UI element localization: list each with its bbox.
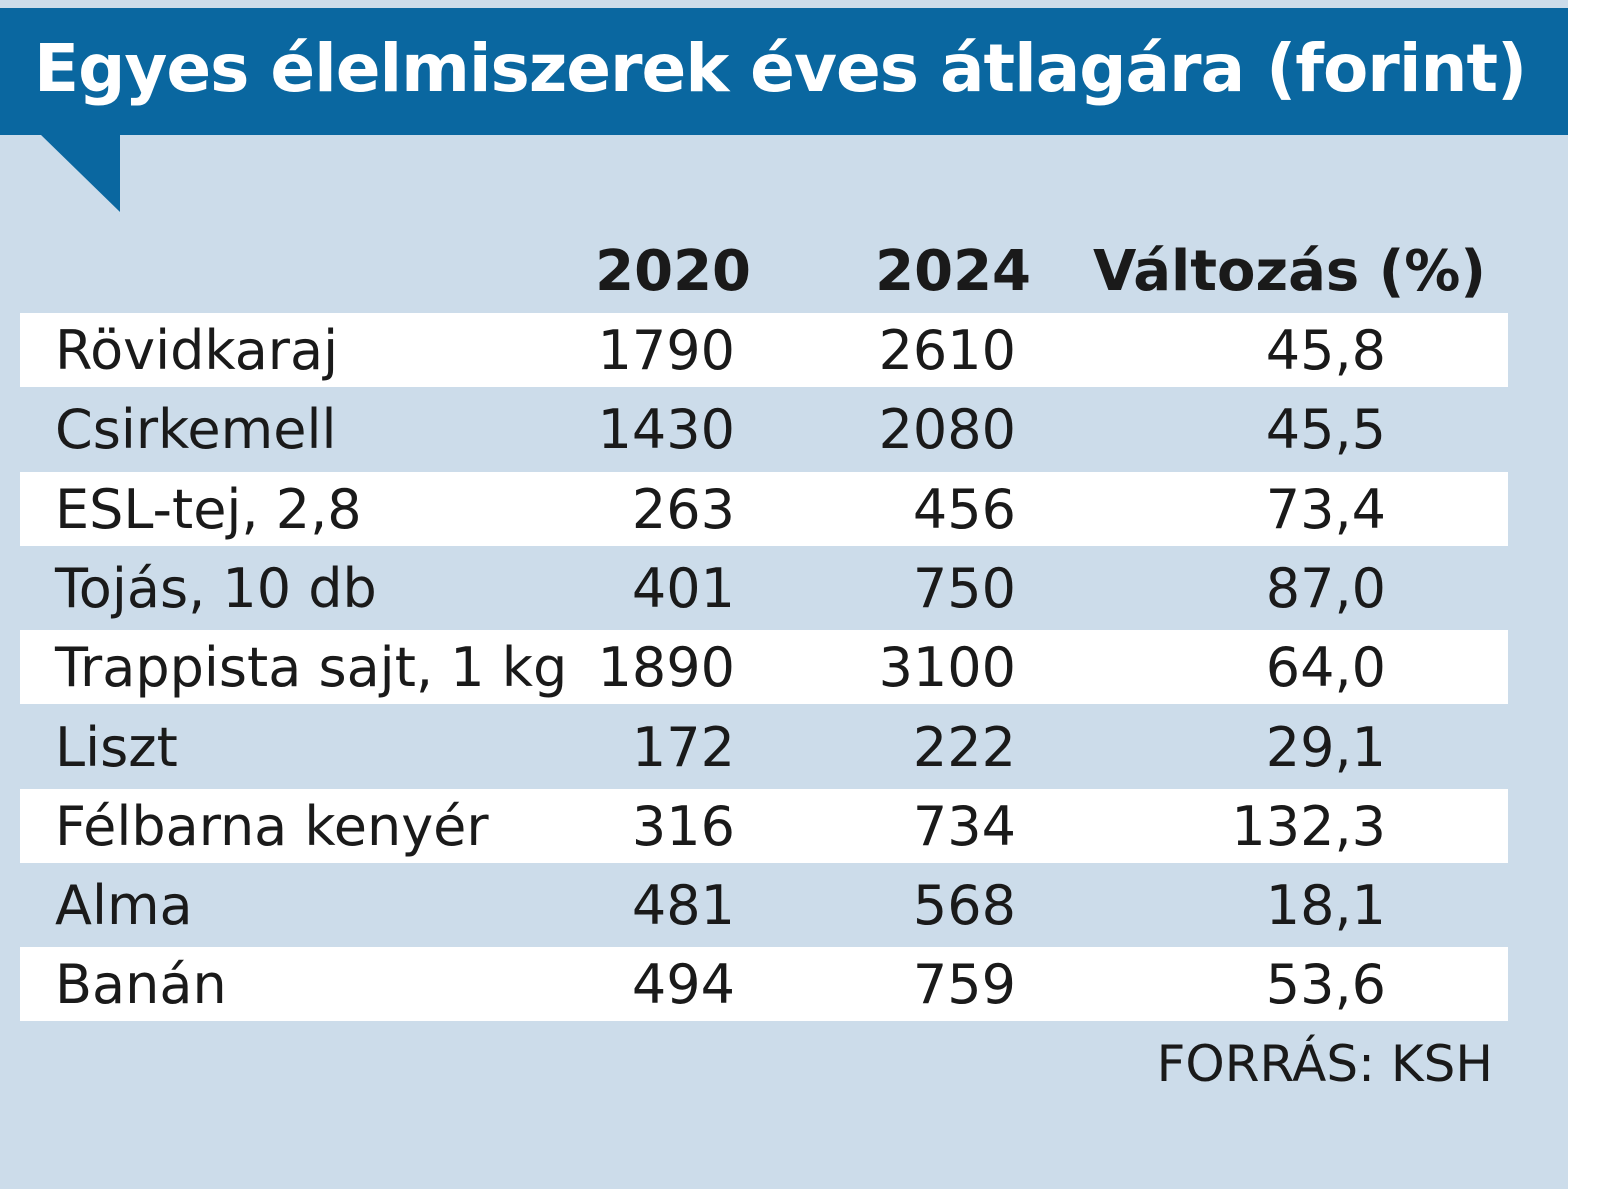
cell-value: 53,6 (1265, 953, 1386, 1017)
title-tail (40, 134, 120, 212)
cell-value: 750 (912, 556, 1016, 620)
cell-value: 87,0 (1265, 556, 1386, 620)
row-band (20, 313, 1508, 387)
row-label: ESL-tej, 2,8 (55, 477, 362, 541)
cell-value: 2610 (878, 319, 1016, 382)
cell-value: 759 (912, 953, 1016, 1017)
row-label: Trappista sajt, 1 kg (55, 636, 568, 700)
row-label: Csirkemell (55, 398, 337, 462)
cell-value: 172 (631, 715, 735, 779)
cell-value: 263 (631, 477, 735, 541)
row-label: Tojás, 10 db (55, 556, 377, 620)
cell-value: 1890 (597, 636, 735, 700)
column-header: 2020 (595, 239, 751, 304)
cell-value: 494 (631, 953, 735, 1017)
title-bar: Egyes élelmiszerek éves átlagára (forint… (0, 8, 1568, 135)
cell-value: 64,0 (1265, 636, 1386, 700)
cell-value: 1430 (597, 398, 735, 462)
row-label: Alma (55, 874, 193, 938)
row-label: Rövidkaraj (55, 319, 339, 382)
cell-value: 222 (912, 715, 1016, 779)
row-band (20, 471, 1508, 546)
column-header: Változás (%) (1092, 239, 1486, 304)
cell-value: 29,1 (1265, 715, 1386, 779)
cell-value: 1790 (597, 319, 735, 382)
column-header: 2024 (875, 239, 1031, 304)
cell-value: 456 (912, 477, 1016, 541)
row-label: Liszt (55, 715, 178, 779)
cell-value: 3100 (878, 636, 1016, 700)
cell-value: 316 (631, 794, 735, 858)
cell-value: 18,1 (1265, 874, 1386, 938)
row-band (20, 788, 1508, 863)
source: FORRÁS: KSH (1156, 1035, 1493, 1093)
cell-value: 568 (912, 874, 1016, 938)
cell-value: 73,4 (1265, 477, 1386, 541)
cell-value: 734 (912, 794, 1016, 858)
row-band (20, 947, 1508, 1022)
cell-value: 401 (631, 556, 735, 620)
cell-value: 45,5 (1265, 398, 1386, 462)
cell-value: 2080 (878, 398, 1016, 462)
cell-value: 132,3 (1231, 794, 1386, 858)
cell-value: 45,8 (1265, 319, 1386, 382)
row-band (20, 630, 1508, 705)
row-label: Félbarna kenyér (55, 794, 489, 858)
title: Egyes élelmiszerek éves átlagára (forint… (34, 30, 1527, 107)
row-label: Banán (55, 953, 227, 1017)
cell-value: 481 (631, 874, 735, 938)
